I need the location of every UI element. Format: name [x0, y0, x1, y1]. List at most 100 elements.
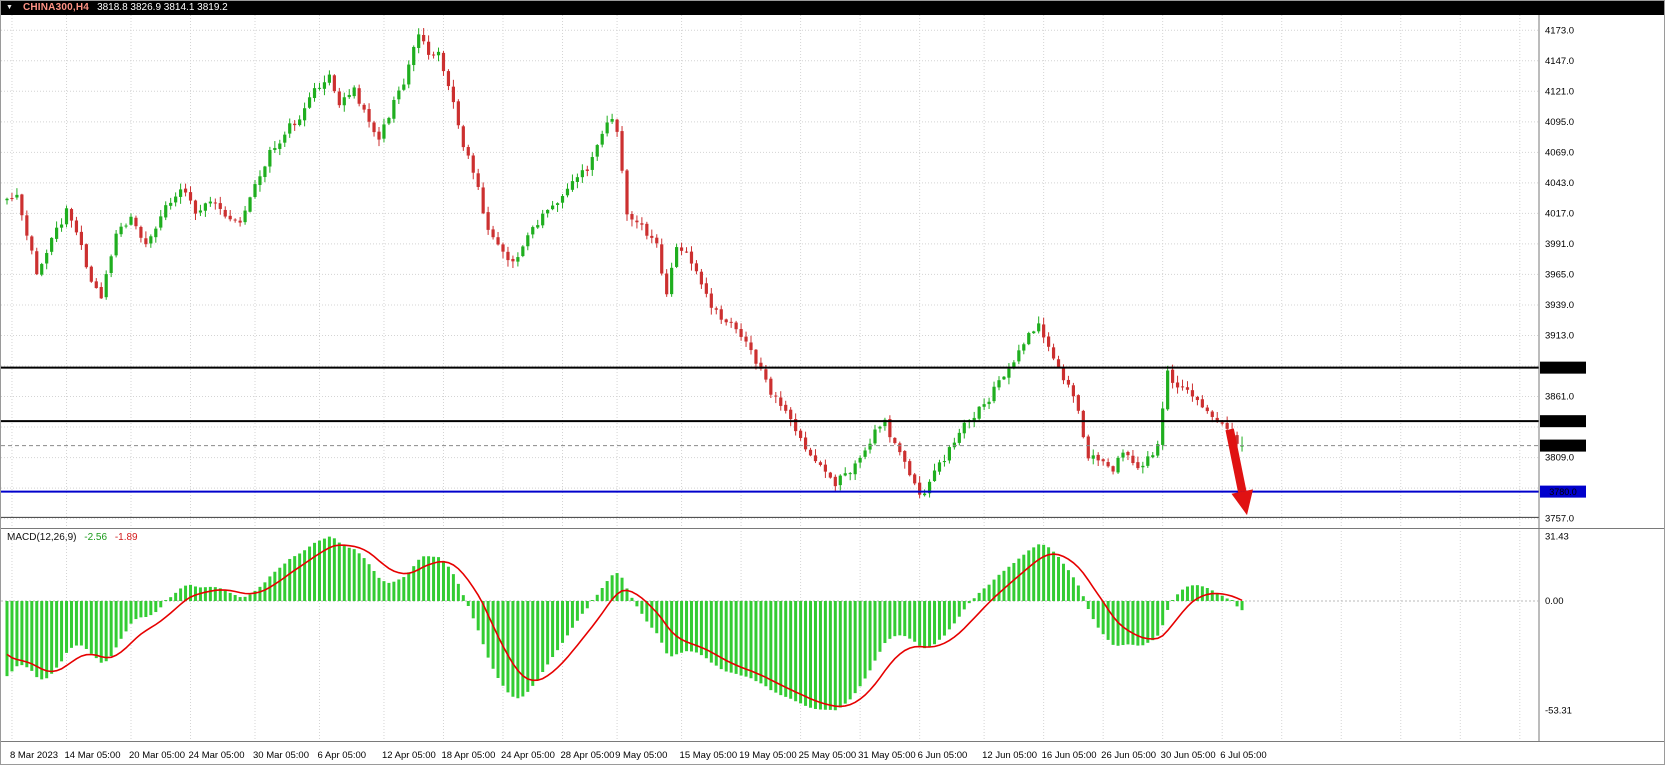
- candle: [883, 417, 887, 431]
- time-axis-label: 24 Apr 05:00: [501, 750, 555, 761]
- price-tick-label: 3965.0: [1545, 269, 1574, 280]
- candle: [476, 168, 480, 191]
- candle: [293, 120, 297, 131]
- candle: [89, 265, 93, 283]
- candle: [501, 242, 505, 259]
- price-badge-label: 3840.0: [1549, 417, 1577, 427]
- time-axis-label: 30 Jun 05:00: [1161, 750, 1216, 761]
- candle: [709, 288, 713, 315]
- candle: [174, 192, 178, 207]
- candle: [288, 118, 292, 138]
- candle: [1096, 452, 1100, 467]
- time-axis-label: 14 Mar 05:00: [65, 750, 121, 761]
- candle: [779, 391, 783, 411]
- candle: [253, 180, 257, 199]
- candle: [412, 45, 416, 72]
- candle: [744, 331, 748, 347]
- candle: [1121, 449, 1125, 462]
- candle: [675, 243, 679, 269]
- symbol-dropdown-caret-icon[interactable]: ▼: [6, 4, 13, 11]
- candle: [838, 474, 842, 491]
- candle: [977, 406, 981, 421]
- candle: [794, 413, 798, 436]
- candle: [962, 419, 966, 439]
- price-level-lines[interactable]: [1, 366, 1539, 518]
- candle: [506, 246, 510, 267]
- candle: [159, 209, 163, 231]
- candle: [972, 411, 976, 428]
- candle: [615, 118, 619, 137]
- candle: [893, 437, 897, 445]
- candle: [84, 243, 88, 269]
- symbol-timeframe-label: CHINA300,H4: [22, 2, 90, 13]
- price-tick-label: 3939.0: [1545, 300, 1574, 311]
- candle: [50, 237, 54, 256]
- candle: [451, 79, 455, 109]
- candle: [918, 476, 922, 499]
- candle: [784, 400, 788, 414]
- candles-series: [5, 28, 1244, 499]
- candle: [10, 192, 14, 202]
- candle: [387, 116, 391, 126]
- sell-arrow-annotation[interactable]: [1225, 428, 1254, 516]
- candle: [689, 246, 694, 271]
- price-badge-label: 3819.2: [1549, 441, 1577, 451]
- candle: [853, 460, 857, 480]
- candle: [64, 205, 69, 228]
- candle: [635, 215, 639, 229]
- candle: [1101, 458, 1105, 466]
- macd-signal-line: [6, 544, 1243, 708]
- candle: [590, 151, 594, 176]
- candle: [640, 217, 644, 231]
- chart-title-bar[interactable]: ▼ CHINA300,H4 3818.8 3826.9 3814.1 3819.…: [1, 1, 1664, 15]
- macd-indicator-label: MACD(12,26,9) -2.56 -1.89: [7, 532, 138, 543]
- candle: [526, 232, 530, 251]
- time-axis-label: 20 Mar 05:00: [129, 750, 185, 761]
- candle: [471, 153, 475, 180]
- candle: [670, 262, 674, 297]
- candle: [1190, 383, 1195, 402]
- macd-signal-value: -1.89: [114, 532, 138, 543]
- candle: [694, 260, 699, 275]
- time-axis-label: 16 Jun 05:00: [1042, 750, 1097, 761]
- time-axis-label: 25 May 05:00: [799, 750, 857, 761]
- candle: [1126, 450, 1130, 461]
- candle: [342, 92, 346, 112]
- candle: [357, 84, 361, 107]
- candle: [337, 87, 341, 108]
- candle: [30, 235, 34, 255]
- candle: [1205, 404, 1209, 414]
- candle: [392, 96, 396, 123]
- candle: [243, 205, 247, 225]
- candle: [551, 200, 555, 211]
- candle: [327, 70, 331, 86]
- candle: [1185, 381, 1190, 394]
- candle: [888, 415, 892, 443]
- candle: [684, 247, 689, 253]
- candle: [704, 277, 708, 298]
- candle: [74, 216, 79, 236]
- candle: [496, 231, 500, 246]
- time-axis-label: 6 Jul 05:00: [1220, 750, 1266, 761]
- candle: [630, 211, 634, 227]
- candle: [372, 120, 376, 137]
- macd-main-value: -2.56: [84, 532, 108, 543]
- candle: [818, 460, 823, 467]
- candle: [1166, 365, 1170, 411]
- time-axis[interactable]: 8 Mar 2023 14 Mar 05:00 20 Mar 05:00 24 Mar…: [10, 750, 1267, 761]
- price-badge-label: 3780.0: [1549, 487, 1577, 497]
- price-axis[interactable]: 4173.0 4147.0 4121.0 4095.0 4069.0 4043.0 4017…: [1538, 15, 1586, 741]
- candle: [1151, 452, 1155, 459]
- candle: [625, 169, 629, 221]
- candle: [45, 249, 49, 270]
- grid: [1, 15, 1539, 741]
- candle: [1071, 382, 1075, 403]
- candle: [263, 165, 267, 183]
- candle: [114, 229, 118, 258]
- candle: [179, 183, 183, 204]
- time-axis-label: 28 Apr 05:00: [561, 750, 615, 761]
- price-tick-label: 3757.0: [1545, 514, 1574, 525]
- candle: [1195, 395, 1199, 406]
- candle: [422, 28, 426, 45]
